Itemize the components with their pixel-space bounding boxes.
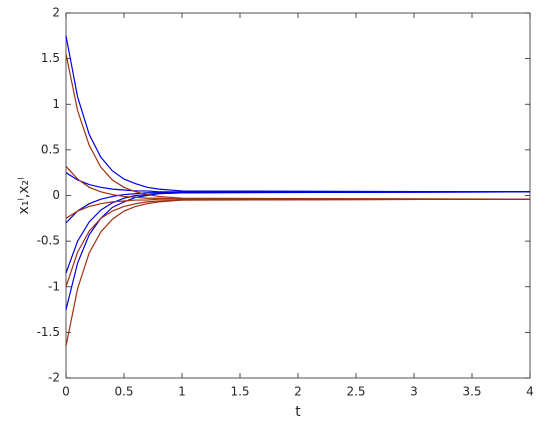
- y-tick-label: 0: [52, 188, 60, 202]
- line-series: [65, 35, 531, 193]
- x-tick-label: 0: [62, 385, 70, 399]
- x-tick-label: 2: [294, 385, 302, 399]
- y-tick-label: -1: [48, 279, 60, 293]
- x-tick-label: 2.5: [346, 385, 365, 399]
- line-series: [65, 198, 531, 347]
- y-tick-label: 0.5: [41, 142, 60, 156]
- line-series: [65, 198, 530, 219]
- line-series: [65, 198, 531, 287]
- x-tick-label: 0.5: [114, 385, 133, 399]
- x-tick-label: 3.5: [462, 385, 481, 399]
- x-tick-label: 1: [178, 385, 186, 399]
- x-tick-label: 4: [526, 385, 534, 399]
- x-tick-label: 3: [410, 385, 418, 399]
- line-series: [65, 191, 531, 310]
- y-axis-label: x₁ˡ,x₂ˡ: [16, 178, 32, 215]
- y-tick-label: -2: [48, 371, 60, 385]
- x-axis-label: t: [295, 404, 301, 420]
- y-tick-label: 2: [52, 6, 60, 20]
- y-tick-label: -1.5: [37, 325, 60, 339]
- line-series: [65, 172, 530, 193]
- y-tick-label: 1: [52, 97, 60, 111]
- line-series: [65, 191, 530, 224]
- y-tick-label: -0.5: [37, 234, 60, 248]
- x-tick-label: 1.5: [230, 385, 249, 399]
- y-tick-label: 1.5: [41, 51, 60, 65]
- line-series: [65, 53, 531, 200]
- line-series: [65, 165, 530, 200]
